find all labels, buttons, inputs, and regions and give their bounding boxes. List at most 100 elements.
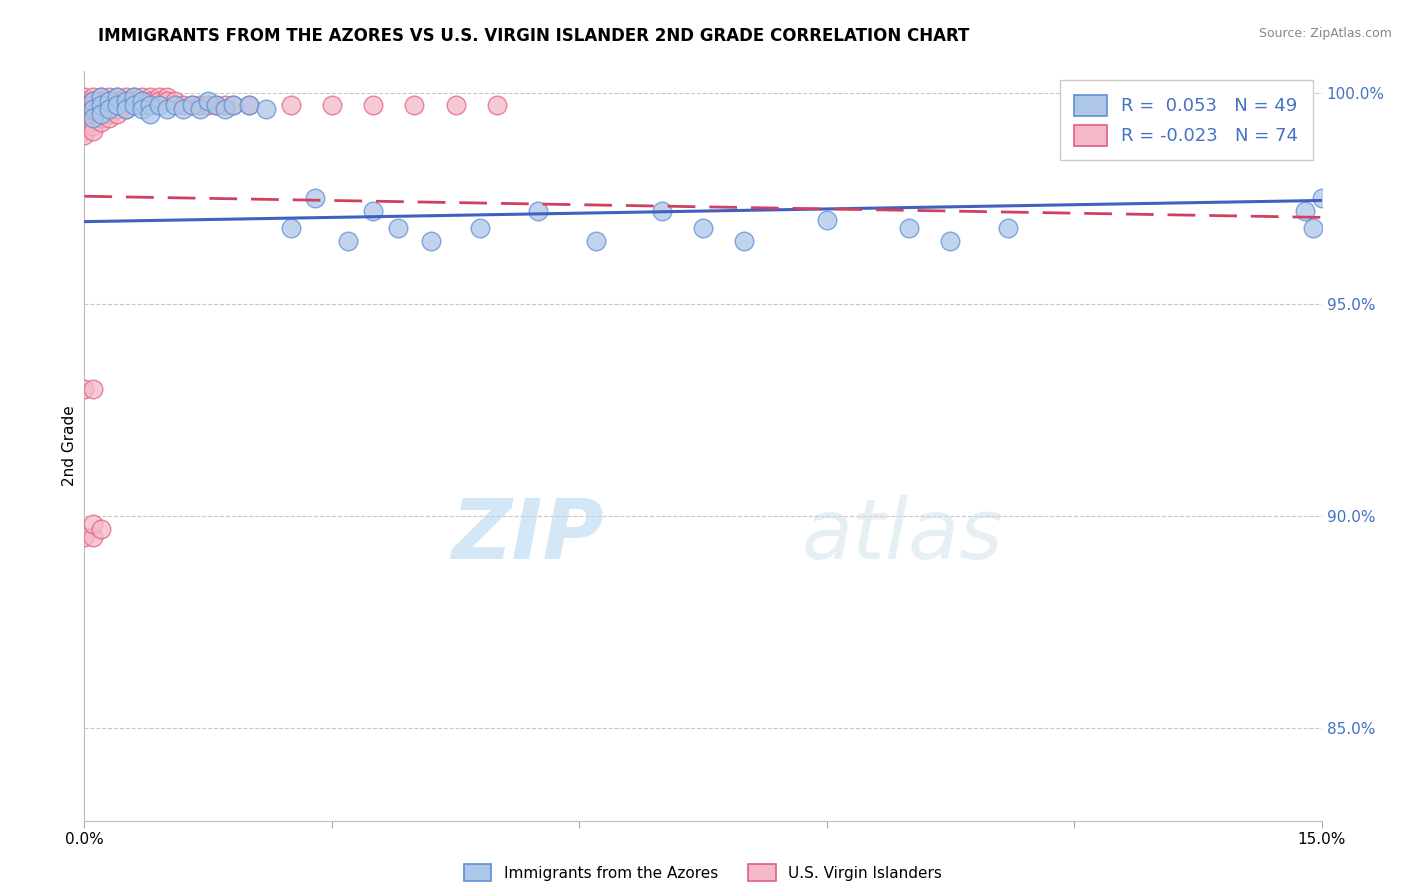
Point <box>82 94 104 108</box>
Point <box>98 94 121 108</box>
Point <box>188 98 211 112</box>
Point <box>404 98 426 112</box>
Point <box>82 123 104 137</box>
Point <box>90 98 112 112</box>
Point <box>139 94 162 108</box>
Point <box>321 98 343 112</box>
Point <box>122 89 145 103</box>
Point <box>156 103 179 117</box>
Point <box>197 98 219 112</box>
Point <box>73 128 96 142</box>
Y-axis label: 2nd Grade: 2nd Grade <box>62 406 77 486</box>
Point <box>98 103 121 117</box>
Point <box>105 98 128 112</box>
Point <box>444 98 467 112</box>
Point <box>156 89 179 103</box>
Point <box>114 103 136 117</box>
Point <box>82 111 104 125</box>
Point <box>156 94 179 108</box>
Point <box>105 106 128 120</box>
Point <box>98 111 121 125</box>
Point <box>90 115 112 129</box>
Point <box>98 98 121 112</box>
Point <box>131 89 153 103</box>
Point <box>73 530 96 544</box>
Text: ZIP: ZIP <box>451 495 605 576</box>
Point <box>105 89 128 103</box>
Point <box>73 111 96 125</box>
Point <box>82 106 104 120</box>
Point <box>188 103 211 117</box>
Point <box>1302 221 1324 235</box>
Point <box>337 234 360 248</box>
Text: IMMIGRANTS FROM THE AZORES VS U.S. VIRGIN ISLANDER 2ND GRADE CORRELATION CHART: IMMIGRANTS FROM THE AZORES VS U.S. VIRGI… <box>98 27 970 45</box>
Point <box>304 191 326 205</box>
Point <box>238 98 260 112</box>
Point <box>73 103 96 117</box>
Point <box>205 98 228 112</box>
Point <box>73 120 96 134</box>
Point <box>90 522 112 536</box>
Point <box>90 89 112 103</box>
Point <box>82 94 104 108</box>
Text: atlas: atlas <box>801 495 1004 576</box>
Point <box>73 115 96 129</box>
Point <box>90 106 112 120</box>
Point <box>114 89 136 103</box>
Point <box>90 103 112 117</box>
Point <box>105 89 128 103</box>
Point <box>148 98 170 112</box>
Point <box>73 98 96 112</box>
Point <box>148 94 170 108</box>
Point <box>90 89 112 103</box>
Point <box>733 234 755 248</box>
Point <box>205 98 228 112</box>
Point <box>1294 204 1316 219</box>
Point <box>82 103 104 117</box>
Point <box>180 98 202 112</box>
Point <box>98 106 121 120</box>
Point <box>214 103 236 117</box>
Point <box>898 221 921 235</box>
Point <box>98 94 121 108</box>
Point <box>82 382 104 396</box>
Point <box>222 98 245 112</box>
Point <box>939 234 962 248</box>
Point <box>139 106 162 120</box>
Point <box>82 120 104 134</box>
Point <box>997 221 1019 235</box>
Point <box>73 123 96 137</box>
Point <box>73 382 96 396</box>
Point <box>82 530 104 544</box>
Point <box>82 517 104 532</box>
Point <box>815 212 838 227</box>
Point <box>105 103 128 117</box>
Point <box>1310 191 1333 205</box>
Point <box>82 98 104 112</box>
Point <box>114 94 136 108</box>
Legend: R =  0.053   N = 49, R = -0.023   N = 74: R = 0.053 N = 49, R = -0.023 N = 74 <box>1060 80 1313 160</box>
Point <box>254 103 277 117</box>
Legend: Immigrants from the Azores, U.S. Virgin Islanders: Immigrants from the Azores, U.S. Virgin … <box>458 857 948 888</box>
Point <box>280 98 302 112</box>
Point <box>82 103 104 117</box>
Point <box>90 111 112 125</box>
Point <box>148 89 170 103</box>
Point <box>105 98 128 112</box>
Point <box>114 98 136 112</box>
Point <box>131 94 153 108</box>
Point <box>361 98 384 112</box>
Point <box>122 98 145 112</box>
Point <box>122 94 145 108</box>
Point <box>172 103 194 117</box>
Point <box>131 94 153 108</box>
Point <box>419 234 441 248</box>
Point <box>90 98 112 112</box>
Point <box>470 221 492 235</box>
Point <box>114 103 136 117</box>
Point <box>172 98 194 112</box>
Point <box>585 234 607 248</box>
Point <box>165 94 187 108</box>
Point <box>90 106 112 120</box>
Point <box>165 98 187 112</box>
